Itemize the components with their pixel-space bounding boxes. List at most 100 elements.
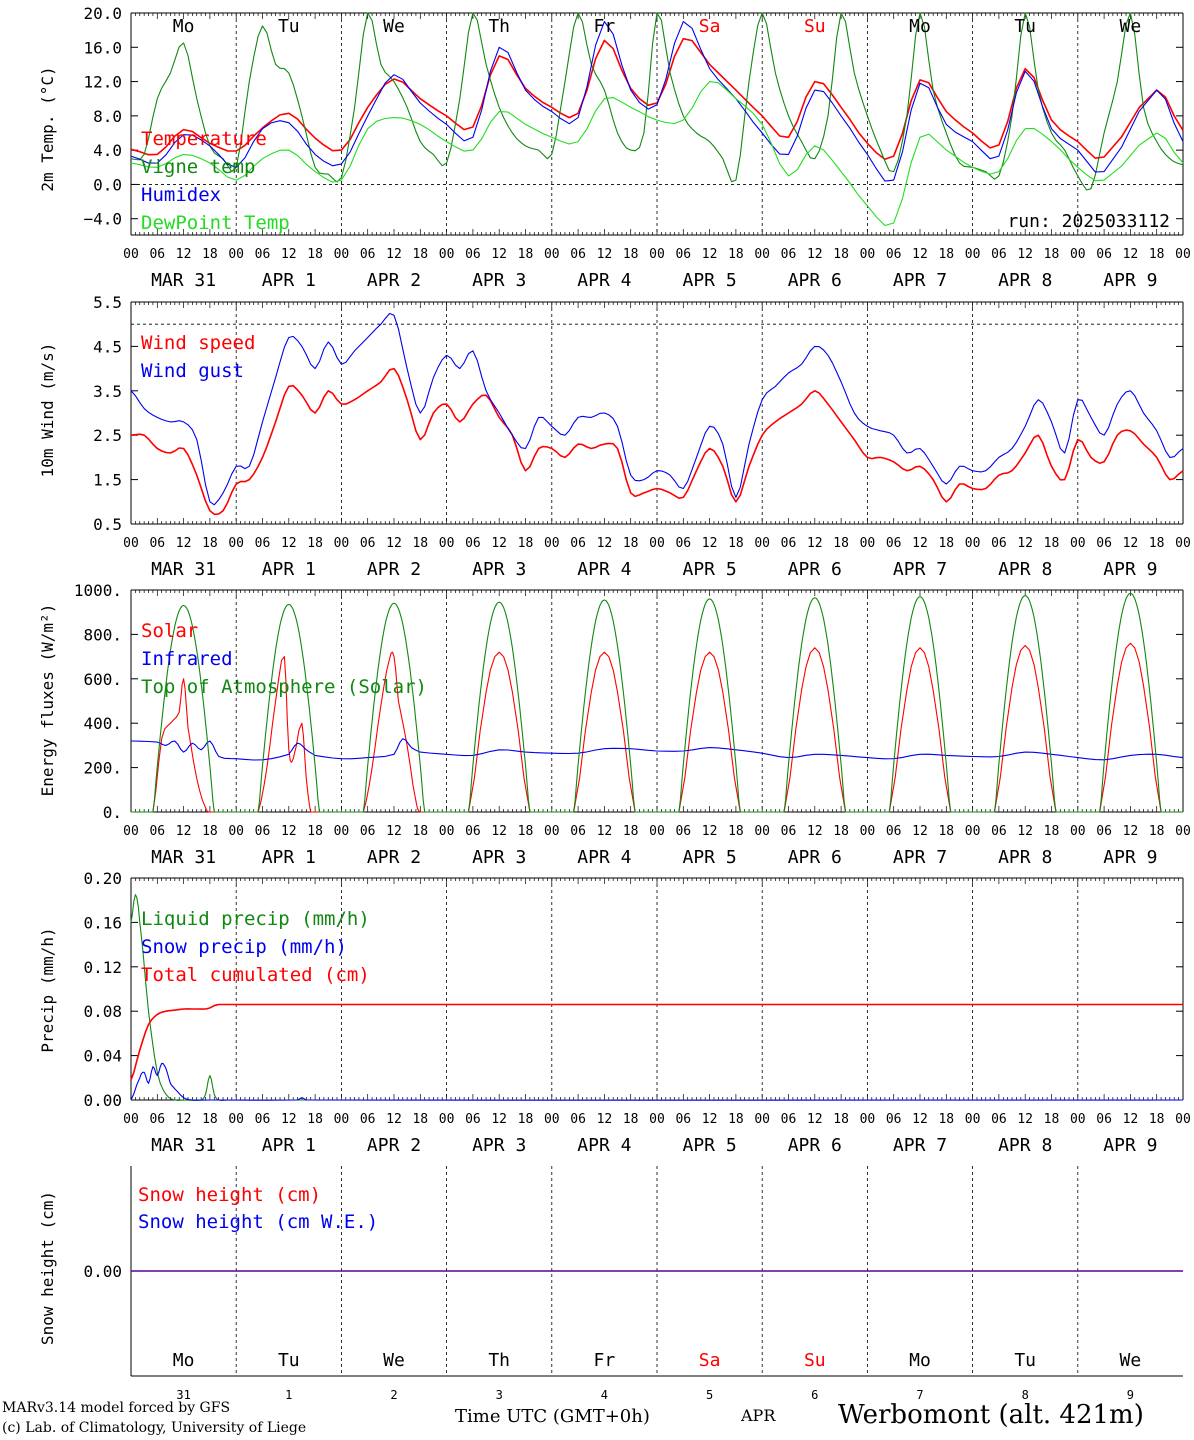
hour-label: 12 — [1123, 247, 1139, 262]
hour-label: 18 — [938, 536, 954, 551]
hour-label: 12 — [1123, 536, 1139, 551]
day-label: APR 1 — [262, 847, 316, 868]
hour-label: 06 — [675, 824, 691, 839]
day-label: APR 5 — [683, 559, 737, 580]
hour-label: 00 — [334, 247, 350, 262]
hour-label: 00 — [334, 824, 350, 839]
panel-4: 0.20 0.16 0.12 0.08 0.04 0.00 Precip (mm/h) 00 0… — [38, 869, 1191, 1156]
hour-label: 00 — [1175, 824, 1191, 839]
hour-label: 18 — [412, 247, 428, 262]
hour-label: 00 — [123, 824, 139, 839]
hour-label: 06 — [991, 824, 1007, 839]
y-axis-title: 2m Temp. (°C) — [38, 66, 57, 191]
day-label: APR 4 — [577, 270, 631, 291]
series-line-humidex — [130, 21, 1184, 182]
hour-label: 00 — [1070, 536, 1086, 551]
hour-label: 06 — [886, 536, 902, 551]
hour-label: 00 — [754, 536, 770, 551]
hour-label: 18 — [938, 1112, 954, 1127]
series-line-liquid-precip-mm-h- — [130, 894, 1183, 1101]
hour-label: 18 — [518, 824, 534, 839]
hour-label: 00 — [1175, 247, 1191, 262]
hour-label: 18 — [307, 247, 323, 262]
hour-label: 00 — [965, 536, 981, 551]
hour-label: 00 — [228, 536, 244, 551]
series-line-dewpoint-temp — [130, 81, 1184, 227]
hour-label: 06 — [675, 247, 691, 262]
hour-label: 18 — [202, 824, 218, 839]
day-label: APR 4 — [577, 1135, 631, 1156]
hour-label: 06 — [991, 536, 1007, 551]
hour-label: 18 — [623, 1112, 639, 1127]
hour-label: 00 — [754, 824, 770, 839]
y-tick-label: 0.00 — [83, 1262, 122, 1281]
hour-label: 18 — [938, 247, 954, 262]
hour-label: 12 — [807, 247, 823, 262]
hour-label: 12 — [386, 247, 402, 262]
weekday-label: Mo — [909, 1350, 931, 1371]
hour-label: 06 — [360, 1112, 376, 1127]
hour-label: 06 — [1096, 824, 1112, 839]
day-number: 9 — [1127, 1388, 1134, 1402]
legend-entry: Wind gust — [141, 360, 244, 382]
weekday-label: Tu — [1014, 1350, 1036, 1371]
day-label: MAR 31 — [151, 270, 216, 291]
hour-label: 00 — [123, 536, 139, 551]
hour-label: 12 — [912, 824, 928, 839]
hour-label: 12 — [491, 824, 507, 839]
y-tick-label: 600. — [83, 670, 122, 689]
day-label: APR 5 — [683, 847, 737, 868]
hour-label: 18 — [833, 1112, 849, 1127]
hour-label: 00 — [544, 1112, 560, 1127]
day-label: APR 2 — [367, 1135, 421, 1156]
y-axis-title: Precip (mm/h) — [38, 927, 57, 1052]
hour-label: 00 — [1070, 824, 1086, 839]
hour-label: 18 — [1149, 824, 1165, 839]
day-label: APR 3 — [472, 847, 526, 868]
day-label: APR 7 — [893, 270, 947, 291]
day-label: APR 9 — [1103, 847, 1157, 868]
hour-label: 12 — [807, 824, 823, 839]
y-axis-title: Energy fluxes (W/m²) — [38, 604, 57, 797]
hour-label: 12 — [1017, 1112, 1033, 1127]
hour-label: 00 — [754, 247, 770, 262]
hour-label: 00 — [334, 1112, 350, 1127]
y-tick-label: 0.12 — [83, 958, 122, 977]
weekday-label: Su — [804, 1350, 826, 1371]
hour-label: 18 — [1044, 824, 1060, 839]
day-label: MAR 31 — [151, 559, 216, 580]
hour-label: 18 — [938, 824, 954, 839]
hour-label: 00 — [649, 824, 665, 839]
hour-label: 12 — [176, 1112, 192, 1127]
legend-entry: Vigne temp — [141, 156, 255, 178]
day-number: 5 — [706, 1388, 713, 1402]
y-tick-label: 12.0 — [83, 73, 122, 92]
legend-entry: Top of Atmosphere (Solar) — [141, 676, 427, 698]
hour-label: 06 — [1096, 536, 1112, 551]
hour-label: 18 — [202, 536, 218, 551]
y-tick-label: 200. — [83, 759, 122, 778]
hour-label: 06 — [465, 1112, 481, 1127]
y-axis-title: Snow height (cm) — [38, 1191, 57, 1345]
legend-entry: DewPoint Temp — [141, 212, 290, 234]
series-line-infrared — [130, 738, 1184, 761]
hour-label: 18 — [1149, 247, 1165, 262]
hour-label: 12 — [597, 824, 613, 839]
hour-label: 06 — [991, 1112, 1007, 1127]
hour-label: 12 — [281, 1112, 297, 1127]
day-label: APR 4 — [577, 847, 631, 868]
hour-label: 18 — [833, 536, 849, 551]
hour-label: 12 — [176, 824, 192, 839]
hour-label: 18 — [728, 824, 744, 839]
day-label: APR 7 — [893, 1135, 947, 1156]
y-tick-label: 0.20 — [83, 869, 122, 888]
hour-label: 18 — [202, 1112, 218, 1127]
hour-label: 18 — [728, 536, 744, 551]
hour-label: 12 — [912, 247, 928, 262]
day-label: APR 9 — [1103, 559, 1157, 580]
day-number: 7 — [916, 1388, 923, 1402]
series-line-snow-precip-mm-h- — [130, 1062, 1184, 1101]
panel-1: 20.0 16.0 12.0 8.0 4.0 0.0 −4.0 2m Temp. (°C) 00… — [38, 4, 1191, 291]
panel-5: 0.00 Snow height (cm) Snow height (cm) Snow… — [38, 1166, 1183, 1402]
